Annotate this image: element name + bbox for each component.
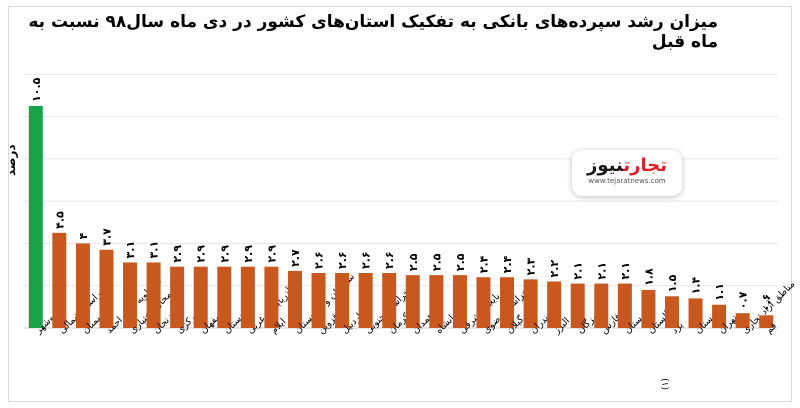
bar	[75, 243, 90, 328]
bar	[476, 277, 491, 328]
bar-value-label: ۱.۴	[690, 277, 703, 295]
bar-value-label: ۲.۵	[454, 253, 467, 271]
bar-value-label: ۱.۸	[642, 268, 655, 286]
bar-value-label: ۲.۵	[430, 253, 443, 271]
bar-value-label: ۱۰.۵	[30, 77, 43, 102]
tejaratnews-logo: تجارتنیوز www.tejaratnews.com	[572, 150, 682, 196]
bar-value-label: ۲.۶	[360, 251, 373, 269]
bar-value-label: ۲.۱	[572, 262, 585, 280]
bar-value-label: ۲.۹	[195, 245, 208, 263]
bar-value-label: ۲.۵	[407, 253, 420, 271]
bar	[99, 249, 114, 328]
bar	[170, 266, 185, 328]
bar-value-label: ۰.۶	[760, 294, 773, 312]
bar	[759, 315, 774, 328]
bar-value-label: ۰.۷	[737, 291, 750, 309]
footnote-marker: (۱)	[661, 378, 671, 390]
bar-value-label: ۲.۶	[313, 251, 326, 269]
chart-frame	[8, 6, 792, 402]
bar-value-label: ۳.۷	[100, 228, 113, 246]
bar	[664, 296, 679, 328]
bar	[52, 232, 67, 328]
bar	[429, 275, 444, 328]
bar	[452, 275, 467, 328]
bar	[641, 289, 656, 328]
bar	[28, 105, 43, 328]
bar	[570, 283, 585, 328]
bar	[123, 262, 138, 328]
chart-title: میزان رشد سپرده‌های بانکی به تفکیک استان…	[28, 12, 718, 52]
logo-word-dark: نیوز	[587, 155, 624, 176]
bar-value-label: ۲.۲	[548, 260, 561, 278]
bar-value-label: ۲.۶	[336, 251, 349, 269]
logo-word-red: تجارت	[623, 155, 667, 176]
bar	[193, 266, 208, 328]
bar-value-label: ۴.۵	[53, 211, 66, 229]
logo-wordmark: تجارتنیوز	[572, 155, 682, 176]
bar	[617, 283, 632, 328]
bar	[335, 273, 350, 328]
bar-value-label: ۴	[77, 232, 90, 239]
bar	[594, 283, 609, 328]
bar	[712, 304, 727, 328]
bar-value-label: ۳.۱	[124, 241, 137, 259]
bar-value-label: ۱.۵	[666, 274, 679, 292]
bar	[240, 266, 255, 328]
bar	[146, 262, 161, 328]
bar	[382, 273, 397, 328]
bar-value-label: ۲.۶	[383, 251, 396, 269]
bar-value-label: ۲.۱	[595, 262, 608, 280]
bar	[311, 273, 326, 328]
bar-value-label: ۲.۴	[501, 255, 514, 273]
logo-url: www.tejaratnews.com	[588, 177, 666, 185]
bar-value-label: ۲.۱	[619, 262, 632, 280]
bar	[358, 273, 373, 328]
bar	[287, 270, 302, 328]
bar-value-label: ۳.۱	[148, 241, 161, 259]
bar	[547, 281, 562, 328]
bar-value-label: ۲.۹	[218, 245, 231, 263]
bar-value-label: ۲.۳	[525, 257, 538, 275]
bar	[688, 298, 703, 328]
bar	[405, 275, 420, 328]
bar	[735, 313, 750, 328]
bar-value-label: ۲.۴	[477, 255, 490, 273]
bar-value-label: ۲.۹	[242, 245, 255, 263]
bar-value-label: ۱.۱	[713, 283, 726, 301]
bar-value-label: ۲.۹	[171, 245, 184, 263]
bar	[523, 279, 538, 328]
bar	[217, 266, 232, 328]
bar	[500, 277, 515, 328]
bar-value-label: ۲.۹	[265, 245, 278, 263]
bar	[264, 266, 279, 328]
bar-value-label: ۲.۷	[289, 249, 302, 267]
